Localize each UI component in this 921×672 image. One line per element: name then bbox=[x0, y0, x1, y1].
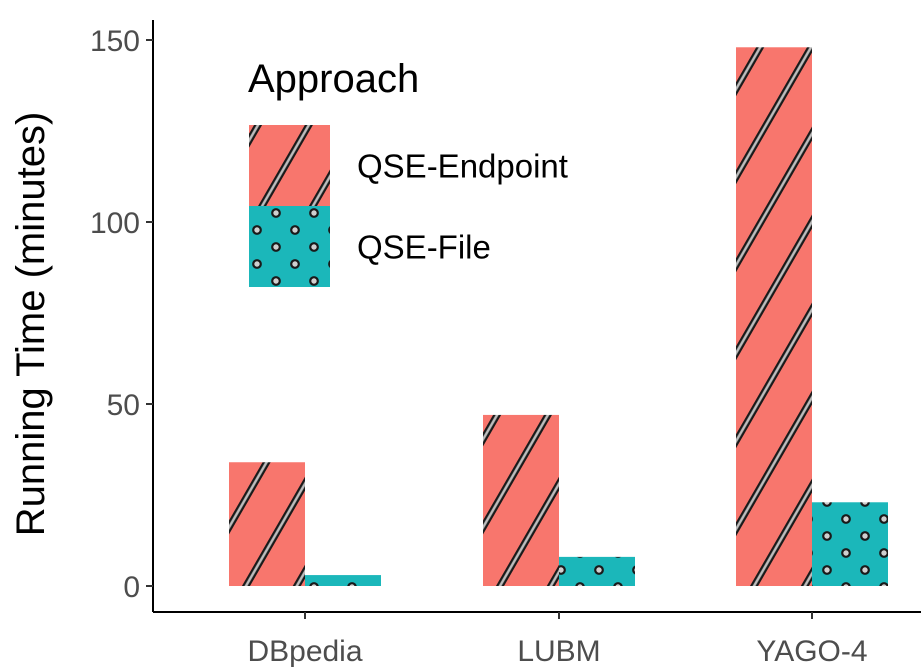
y-tick-label: 50 bbox=[107, 389, 140, 422]
bar-qse-endpoint-yago-4 bbox=[736, 47, 812, 586]
bar-qse-file-dbpedia bbox=[305, 575, 381, 586]
legend-title: Approach bbox=[248, 57, 419, 101]
legend-label: QSE-File bbox=[357, 229, 491, 266]
bar-qse-file-lubm bbox=[559, 556, 635, 586]
y-ticks-group: 0 50 100 150 bbox=[90, 25, 153, 604]
legend-label: QSE-Endpoint bbox=[357, 148, 568, 185]
bar-qse-endpoint-dbpedia bbox=[229, 462, 305, 586]
legend-key-qse-file bbox=[249, 206, 330, 287]
bar-qse-endpoint-lubm bbox=[483, 414, 559, 586]
y-tick-label: 100 bbox=[90, 207, 140, 240]
bars-group bbox=[229, 47, 888, 586]
legend-items: QSE-Endpoint QSE-File bbox=[249, 125, 568, 287]
y-tick-label: 150 bbox=[90, 25, 140, 58]
plot-area: 0 50 100 150 DBpedia LUBM YAGO-4 bbox=[90, 20, 921, 668]
y-axis-title: Running Time (minutes) bbox=[9, 112, 53, 537]
x-tick-label: LUBM bbox=[517, 635, 600, 668]
y-tick-label: 0 bbox=[123, 571, 140, 604]
bar-qse-file-yago-4 bbox=[812, 502, 888, 586]
legend: Approach QSE-Endpoint QSE-File bbox=[248, 57, 568, 287]
x-tick-label: YAGO-4 bbox=[756, 635, 867, 668]
x-tick-label: DBpedia bbox=[247, 635, 362, 668]
x-ticks-group: DBpedia LUBM YAGO-4 bbox=[247, 612, 868, 668]
legend-key-qse-endpoint bbox=[249, 125, 330, 206]
